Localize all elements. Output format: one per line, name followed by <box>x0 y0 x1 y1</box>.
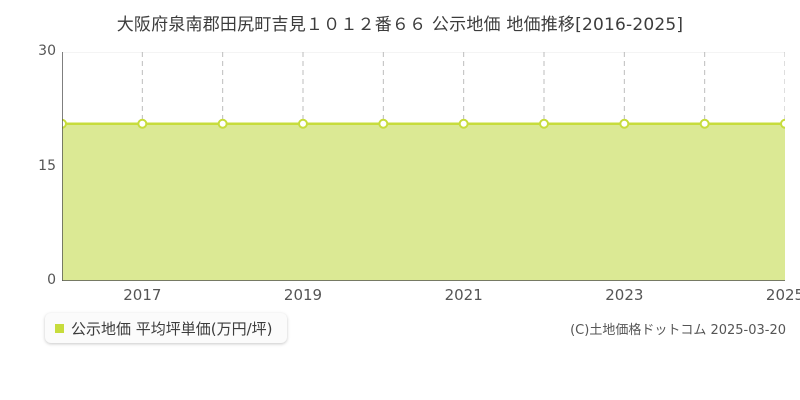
plot-area <box>62 52 785 281</box>
y-tick-label-15: 15 <box>38 157 56 174</box>
data-point-2020 <box>378 118 389 129</box>
credit-text: (C)土地価格ドットコム 2025-03-20 <box>570 323 786 338</box>
series-area-fill <box>62 123 785 281</box>
chart-plot-svg <box>62 52 785 281</box>
legend-swatch-icon <box>55 323 64 333</box>
x-tick-label-2023: 2023 <box>605 286 644 304</box>
y-axis-labels: 0 15 30 <box>0 0 56 400</box>
x-tick-label-2021: 2021 <box>444 286 483 304</box>
data-point-2016 <box>62 118 67 129</box>
legend-label: 公示地価 平均坪単価(万円/坪) <box>71 319 273 338</box>
data-point-2017 <box>137 118 148 129</box>
data-point-2019 <box>298 118 308 129</box>
x-tick-label-2017: 2017 <box>123 286 162 304</box>
data-point-2021 <box>458 118 469 129</box>
chart-legend[interactable]: 公示地価 平均坪単価(万円/坪) <box>45 313 287 343</box>
x-tick-label-2019: 2019 <box>283 286 323 304</box>
y-tick-label-30: 30 <box>38 43 56 59</box>
data-point-2022 <box>539 118 549 129</box>
data-point-2023 <box>619 118 630 129</box>
x-tick-label-2025: 2025 <box>765 286 800 304</box>
chart-title: 大阪府泉南郡田尻町吉見１０１２番６６ 公示地価 地価推移[2016-2025] <box>116 15 684 35</box>
data-point-2018 <box>217 118 228 129</box>
y-tick-label-0: 0 <box>47 272 56 288</box>
data-point-2025 <box>780 118 785 129</box>
series-markers <box>62 118 785 129</box>
data-point-2024 <box>699 118 710 129</box>
area-fill-polygon <box>62 123 785 281</box>
